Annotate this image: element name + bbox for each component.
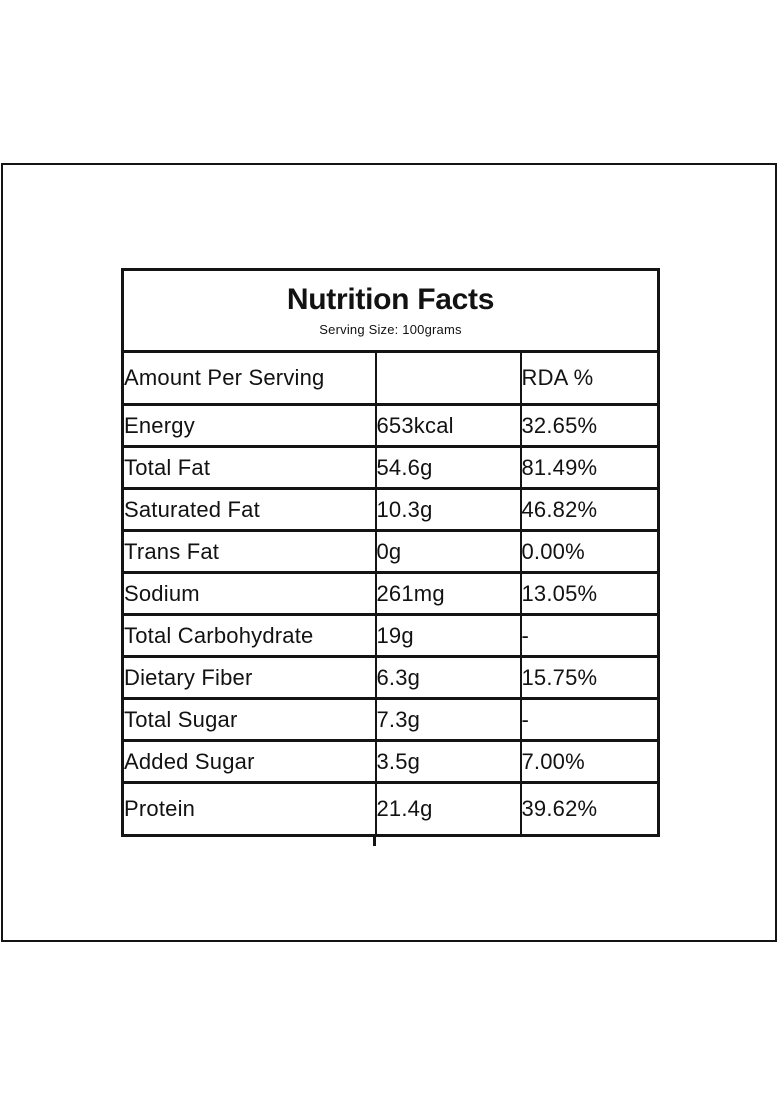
column-header-amount <box>374 350 522 406</box>
rda-cell: - <box>519 613 660 658</box>
nutrition-facts-label: Nutrition Facts Serving Size: 100grams A… <box>121 268 661 846</box>
amount-cell: 0g <box>374 529 522 574</box>
column-header-nutrient: Amount Per Serving <box>121 350 377 406</box>
table-row: Trans Fat 0g 0.00% <box>121 529 660 574</box>
nutrient-name-cell: Protein <box>121 781 377 837</box>
table-row: Total Sugar 7.3g - <box>121 697 660 742</box>
nutrient-name-cell: Total Carbohydrate <box>121 613 377 658</box>
column-header-row: Amount Per Serving RDA % <box>121 350 660 406</box>
rda-cell: 13.05% <box>519 571 660 616</box>
rda-cell: 7.00% <box>519 739 660 784</box>
amount-cell: 653kcal <box>374 403 522 448</box>
rda-cell: 46.82% <box>519 487 660 532</box>
column-divider-overhang <box>373 837 376 846</box>
nutrient-name-cell: Sodium <box>121 571 377 616</box>
amount-cell: 261mg <box>374 571 522 616</box>
amount-cell: 6.3g <box>374 655 522 700</box>
table-row: Total Carbohydrate 19g - <box>121 613 660 658</box>
title-row: Nutrition Facts Serving Size: 100grams <box>121 268 660 353</box>
serving-size: Serving Size: 100grams <box>319 321 462 337</box>
nutrient-name-cell: Dietary Fiber <box>121 655 377 700</box>
column-header-rda: RDA % <box>519 350 660 406</box>
amount-cell: 21.4g <box>374 781 522 837</box>
table-row: Energy 653kcal 32.65% <box>121 403 660 448</box>
rda-cell: 32.65% <box>519 403 660 448</box>
nutrient-name-cell: Added Sugar <box>121 739 377 784</box>
table-row: Protein 21.4g 39.62% <box>121 781 660 837</box>
table-row: Dietary Fiber 6.3g 15.75% <box>121 655 660 700</box>
nutrition-table: Nutrition Facts Serving Size: 100grams A… <box>121 268 661 837</box>
title-cell: Nutrition Facts Serving Size: 100grams <box>121 268 660 353</box>
table-row: Saturated Fat 10.3g 46.82% <box>121 487 660 532</box>
nutrient-name-cell: Trans Fat <box>121 529 377 574</box>
nutrient-name-cell: Total Fat <box>121 445 377 490</box>
rda-cell: 15.75% <box>519 655 660 700</box>
rda-cell: - <box>519 697 660 742</box>
amount-cell: 10.3g <box>374 487 522 532</box>
nutrient-name-cell: Saturated Fat <box>121 487 377 532</box>
amount-cell: 7.3g <box>374 697 522 742</box>
amount-cell: 54.6g <box>374 445 522 490</box>
rda-cell: 81.49% <box>519 445 660 490</box>
table-row: Total Fat 54.6g 81.49% <box>121 445 660 490</box>
amount-cell: 3.5g <box>374 739 522 784</box>
table-row: Added Sugar 3.5g 7.00% <box>121 739 660 784</box>
nutrient-name-cell: Total Sugar <box>121 697 377 742</box>
nutrient-name-cell: Energy <box>121 403 377 448</box>
rda-cell: 0.00% <box>519 529 660 574</box>
rda-cell: 39.62% <box>519 781 660 837</box>
amount-cell: 19g <box>374 613 522 658</box>
label-title: Nutrition Facts <box>286 283 495 317</box>
table-row: Sodium 261mg 13.05% <box>121 571 660 616</box>
